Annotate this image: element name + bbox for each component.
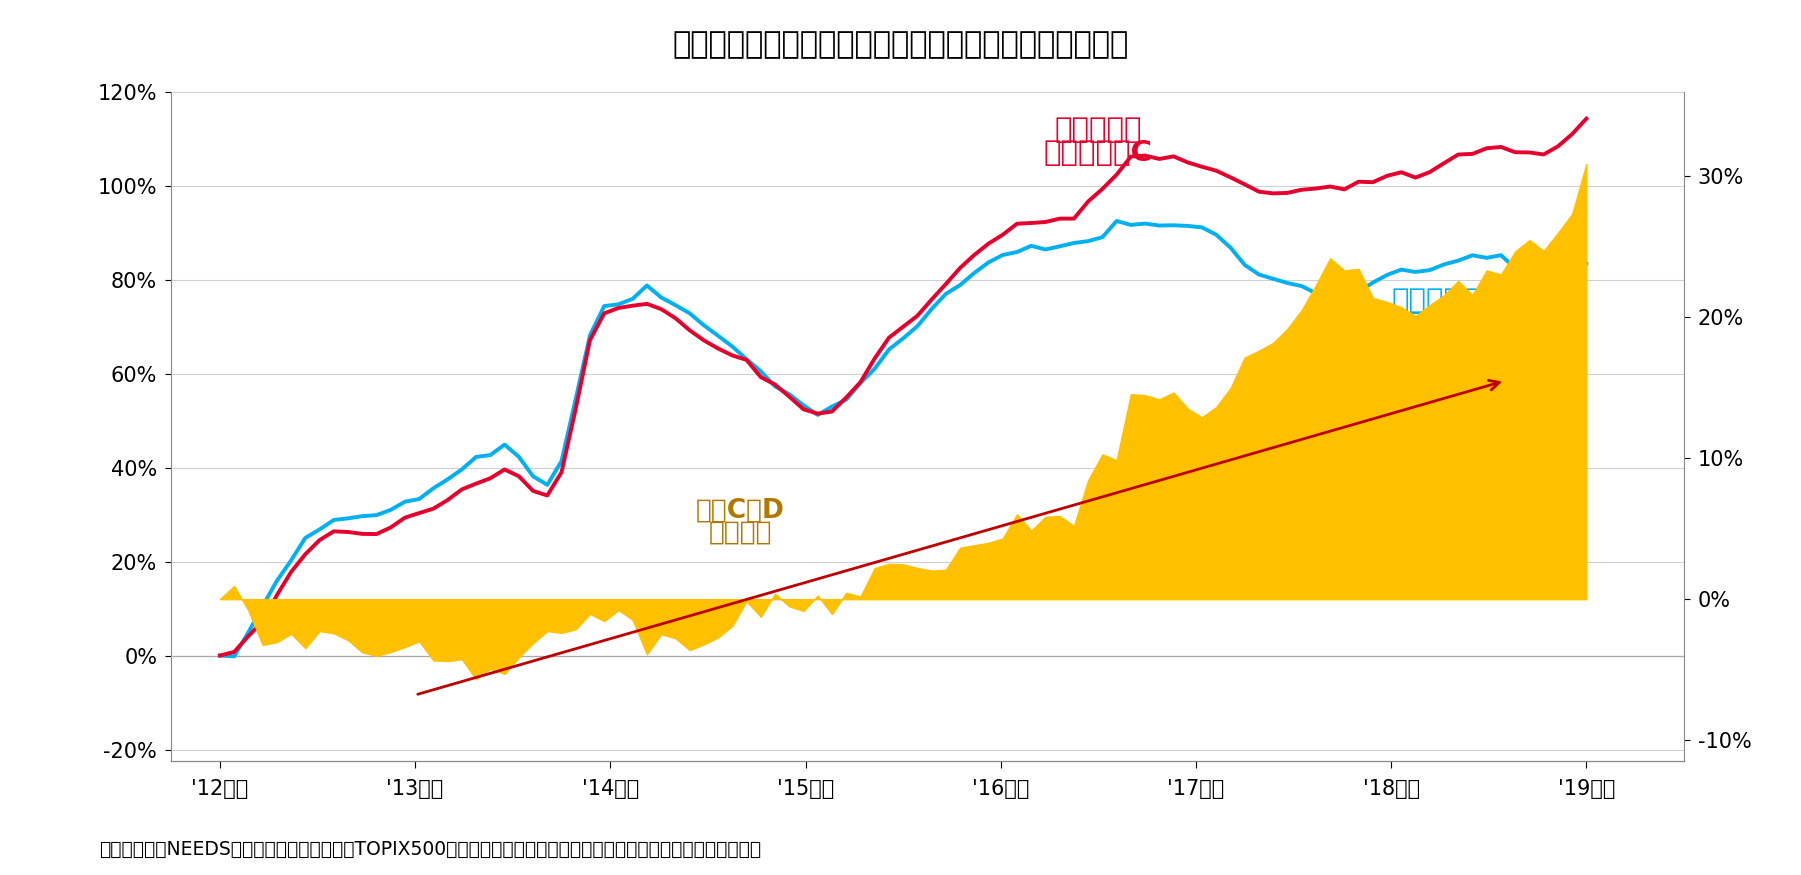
Text: 高自己資本: 高自己資本 <box>1055 116 1142 144</box>
Text: 比率銘柄：C: 比率銘柄：C <box>1045 139 1153 167</box>
Text: 【図表２】自己資本比率の水準別の累計リターンの推移: 【図表２】自己資本比率の水準別の累計リターンの推移 <box>672 31 1129 60</box>
Text: （資料）日経NEEDSなどより作成。毎月初にTOPIX500採用銘柄を自己資本比率で分類した月次リターンの単純平均。: （資料）日経NEEDSなどより作成。毎月初にTOPIX500採用銘柄を自己資本比… <box>99 840 762 859</box>
Text: 差：C－D: 差：C－D <box>695 498 785 524</box>
Text: （右軸）: （右軸） <box>708 519 773 545</box>
Text: 低自己資本: 低自己資本 <box>1390 287 1479 315</box>
Text: 比率銘柄：D: 比率銘柄：D <box>1390 311 1502 339</box>
